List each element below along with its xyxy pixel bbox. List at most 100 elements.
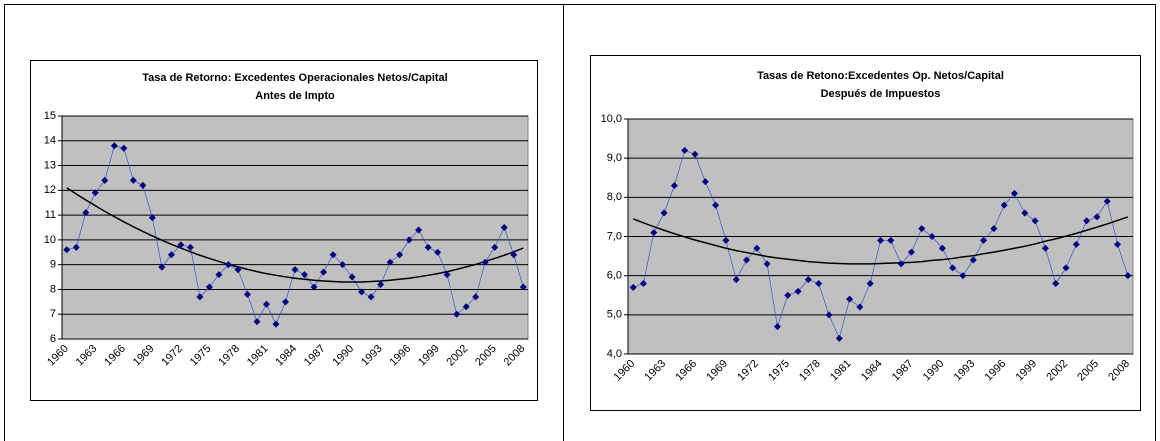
y-tick-label: 9 — [50, 259, 56, 271]
data-point — [949, 264, 957, 272]
data-point — [969, 256, 977, 264]
data-point — [481, 258, 489, 266]
data-point — [1072, 240, 1080, 248]
chart-title: Después de Impuestos — [821, 88, 941, 100]
data-point — [743, 256, 751, 264]
data-point — [224, 261, 232, 269]
data-point — [1021, 209, 1029, 217]
chart-title: Tasas de Retono:Excedentes Op. Netos/Cap… — [757, 70, 1004, 82]
data-point — [1083, 217, 1091, 225]
data-point — [148, 214, 156, 222]
data-point — [722, 236, 730, 244]
chart: Tasas de Retono:Excedentes Op. Netos/Cap… — [590, 55, 1141, 411]
data-point — [1010, 189, 1018, 197]
data-point — [784, 291, 792, 299]
data-point — [897, 260, 905, 268]
y-tick-label: 12 — [44, 184, 56, 196]
data-point — [72, 243, 80, 251]
y-tick-label: 7,0 — [607, 230, 622, 242]
data-point — [660, 209, 668, 217]
data-point — [205, 283, 213, 291]
data-point — [253, 318, 261, 326]
frame — [4, 4, 1156, 441]
data-point — [472, 293, 480, 301]
data-point — [91, 189, 99, 197]
data-point — [907, 248, 915, 256]
data-point — [938, 244, 946, 252]
y-tick-label: 11 — [45, 209, 56, 221]
data-point — [918, 225, 926, 233]
data-point — [63, 246, 71, 254]
y-tick-label: 15 — [44, 110, 56, 122]
data-point — [510, 251, 518, 259]
data-point — [1114, 240, 1122, 248]
data-point — [670, 182, 678, 190]
data-point — [500, 224, 508, 231]
data-point — [262, 300, 270, 308]
data-point — [234, 266, 242, 274]
data-point — [377, 280, 385, 288]
data-point — [291, 266, 299, 274]
data-point — [629, 283, 637, 291]
data-point — [310, 283, 318, 291]
y-tick-label: 14 — [44, 135, 56, 147]
data-point — [339, 261, 347, 269]
data-point — [1093, 213, 1101, 221]
data-point — [1031, 217, 1039, 225]
data-point — [158, 263, 166, 271]
chart-title: Antes de Impto — [255, 90, 335, 102]
data-point — [443, 271, 451, 279]
data-point — [990, 225, 998, 233]
data-point — [167, 251, 175, 259]
data-point — [434, 248, 442, 256]
data-point — [1000, 201, 1008, 209]
data-point — [825, 311, 833, 319]
data-point — [763, 260, 771, 268]
data-point — [129, 176, 137, 184]
data-point — [110, 142, 118, 150]
data-point — [462, 303, 470, 311]
y-tick-label: 6,0 — [607, 270, 622, 282]
data-point — [281, 298, 289, 306]
y-tick-label: 8,0 — [607, 191, 622, 203]
data-point — [196, 293, 204, 301]
data-point — [177, 241, 185, 249]
data-point — [491, 243, 499, 251]
data-point — [424, 243, 432, 251]
data-point — [866, 280, 874, 287]
data-point — [959, 272, 967, 280]
data-point — [186, 243, 194, 251]
data-point — [215, 271, 223, 279]
data-point — [773, 323, 781, 331]
data-point — [980, 236, 988, 244]
data-point — [846, 295, 854, 303]
data-point — [348, 273, 356, 281]
data-point — [243, 290, 251, 298]
data-point — [1124, 272, 1132, 280]
data-point — [856, 303, 864, 311]
data-point — [358, 288, 366, 296]
data-point — [415, 226, 423, 234]
data-point — [732, 276, 740, 284]
data-point — [877, 236, 884, 244]
y-tick-label: 13 — [44, 159, 56, 171]
data-point — [753, 244, 761, 252]
y-tick-label: 9,0 — [607, 152, 622, 164]
plot-area — [61, 115, 529, 340]
data-point — [367, 293, 375, 301]
data-point — [386, 258, 394, 266]
data-point — [691, 150, 699, 158]
trend-line — [632, 216, 1129, 265]
data-point — [1103, 197, 1111, 205]
data-point — [639, 280, 647, 287]
data-point — [701, 178, 709, 186]
y-tick-label: 7 — [50, 308, 56, 320]
data-point — [519, 283, 527, 291]
data-point — [82, 209, 90, 217]
data-point — [794, 287, 802, 295]
y-tick-label: 4,0 — [607, 348, 622, 360]
data-point — [650, 229, 658, 237]
data-point — [453, 310, 461, 318]
data-point — [928, 233, 936, 240]
